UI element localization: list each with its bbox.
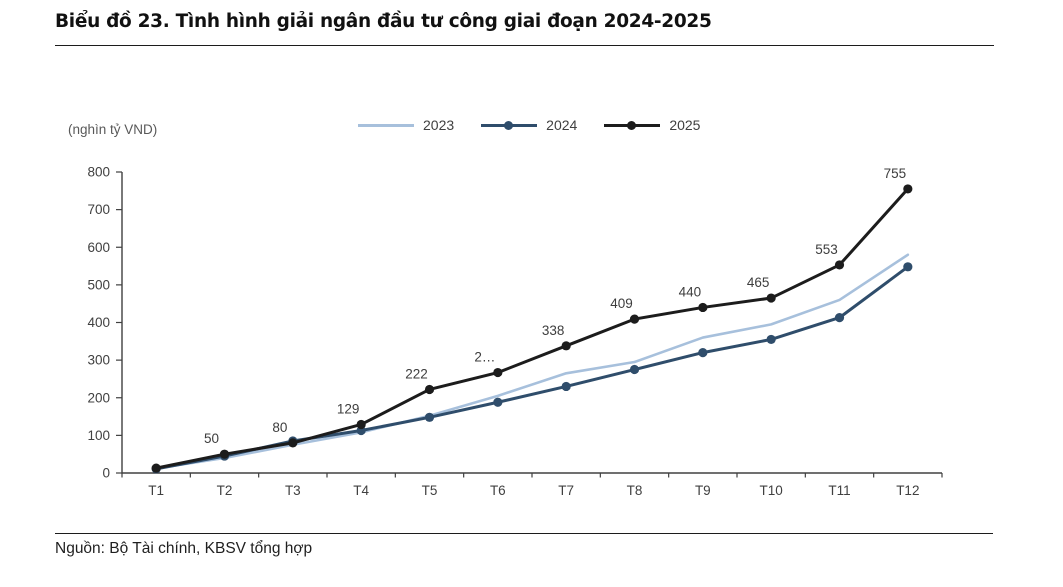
y-axis-tick-label: 700 bbox=[87, 202, 110, 217]
data-point-2025-T8 bbox=[629, 314, 640, 324]
y-axis-tick-label: 0 bbox=[102, 466, 110, 481]
data-label-2025-T7: 338 bbox=[542, 323, 565, 338]
data-point-2025-T4 bbox=[356, 419, 366, 430]
footer-divider bbox=[55, 533, 993, 534]
chart-title: Biểu đồ 23. Tình hình giải ngân đầu tư c… bbox=[55, 11, 712, 32]
legend-marker-2024 bbox=[504, 120, 514, 130]
series-line-2024 bbox=[154, 265, 910, 471]
y-axis-tick-label: 800 bbox=[87, 165, 110, 180]
data-label-2025-T5: 222 bbox=[405, 366, 428, 381]
legend-item-2023: 2023 bbox=[358, 117, 454, 133]
x-axis-tick-label: T3 bbox=[285, 483, 301, 498]
data-point-2024-T7 bbox=[561, 381, 571, 392]
x-axis-tick-label: T5 bbox=[422, 483, 438, 498]
data-point-2024-T6 bbox=[493, 397, 503, 407]
y-axis-tick-label: 200 bbox=[87, 390, 110, 405]
y-axis-tick-label: 400 bbox=[87, 315, 110, 330]
series-line-2025 bbox=[154, 187, 910, 470]
data-label-2025-T6: 2… bbox=[474, 350, 495, 365]
data-label-2025-T2: 50 bbox=[204, 431, 219, 446]
data-point-2024-T10 bbox=[766, 334, 776, 345]
x-axis-tick-label: T12 bbox=[896, 483, 919, 498]
data-point-2025-T9 bbox=[698, 302, 708, 313]
x-axis-tick-label: T7 bbox=[558, 483, 574, 498]
data-point-2025-T6 bbox=[493, 367, 503, 378]
x-axis-tick-label: T8 bbox=[627, 483, 643, 498]
y-axis-unit-label: (nghìn tỷ VND) bbox=[68, 122, 158, 137]
x-axis-tick-label: T11 bbox=[828, 483, 850, 498]
legend-label-2023: 2023 bbox=[423, 117, 455, 133]
legend-line-sample-2025 bbox=[604, 120, 661, 130]
chart-svg: 0 100 200 300 400 500 600 700 800 T1 T2 T3 T4 T5 T6 T7 T… bbox=[87, 165, 943, 498]
y-axis-tick-label: 500 bbox=[87, 277, 110, 292]
y-axis-tick-label: 300 bbox=[87, 353, 110, 368]
legend-line-sample-2024 bbox=[481, 120, 538, 130]
data-point-2025-T2 bbox=[219, 449, 230, 459]
axis-lines bbox=[121, 172, 942, 474]
data-point-2024-T9 bbox=[698, 348, 708, 358]
legend-marker-2025 bbox=[627, 120, 637, 130]
data-label-2025-T11: 553 bbox=[815, 242, 838, 257]
legend-label-2025: 2025 bbox=[669, 117, 701, 133]
legend-item-2025: 2025 bbox=[604, 117, 700, 133]
data-point-2024-T12 bbox=[903, 262, 913, 272]
data-point-2024-T11 bbox=[834, 313, 845, 323]
x-axis-tick-label: T1 bbox=[148, 483, 164, 498]
data-point-2025-T10 bbox=[766, 293, 776, 303]
y-axis-tick-label: 600 bbox=[87, 240, 110, 255]
data-point-2024-T8 bbox=[629, 364, 640, 375]
x-axis-tick-label: T9 bbox=[695, 483, 711, 498]
x-axis-tick-label: T10 bbox=[760, 483, 783, 498]
data-label-2025-T12: 755 bbox=[884, 166, 907, 181]
legend-line-sample-2023 bbox=[358, 120, 414, 130]
data-point-2025-T12 bbox=[903, 184, 913, 194]
data-label-2025-T10: 465 bbox=[747, 275, 770, 290]
source-note: Nguồn: Bộ Tài chính, KBSV tổng hợp bbox=[55, 540, 313, 557]
x-axis-tick-label: T4 bbox=[353, 483, 369, 498]
data-label-2025-T8: 409 bbox=[610, 296, 633, 311]
legend-label-2024: 2024 bbox=[546, 117, 578, 133]
data-point-2025-T5 bbox=[424, 384, 435, 395]
x-axis-tick-label: T2 bbox=[217, 483, 233, 498]
data-label-2025-T9: 440 bbox=[679, 284, 702, 299]
data-label-2025-T4: 129 bbox=[337, 401, 360, 416]
data-point-2025-T1 bbox=[151, 463, 161, 473]
series-line-2023 bbox=[154, 253, 910, 470]
data-point-2025-T11 bbox=[834, 260, 845, 270]
data-point-2025-T3 bbox=[288, 438, 298, 448]
title-divider bbox=[55, 45, 994, 46]
y-axis-tick-label: 100 bbox=[87, 428, 110, 443]
chart-legend: 2023 2024 2025 bbox=[358, 117, 700, 133]
data-label-2025-T3: 80 bbox=[272, 420, 287, 435]
legend-item-2024: 2024 bbox=[481, 117, 577, 133]
data-point-2024-T5 bbox=[424, 412, 435, 422]
x-axis-tick-label: T6 bbox=[490, 483, 506, 498]
data-point-2025-T7 bbox=[561, 341, 571, 351]
